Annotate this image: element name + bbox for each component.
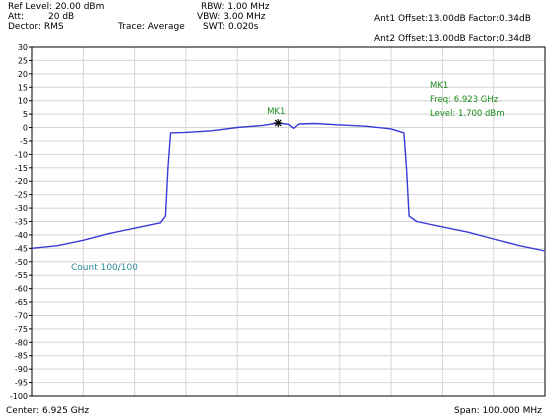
y-tick-label: -100 [10, 392, 28, 401]
rbw-label: RBW: 1.00 MHz [201, 2, 270, 12]
y-tick-label: -55 [15, 271, 28, 280]
y-tick-label: -65 [15, 298, 28, 307]
y-tick-label: -25 [15, 191, 28, 200]
plot-grid [31, 46, 546, 397]
ant1-offset-label: Ant1 Offset:13.00dB Factor:0.34dB [374, 14, 531, 24]
span-label: Span: 100.000 MHz [454, 406, 542, 416]
marker-group[interactable]: MK1 [267, 107, 285, 127]
y-tick-label: 30 [18, 43, 28, 52]
marker-info-freq: Freq: 6.923 GHz [430, 95, 499, 105]
y-tick-label: -40 [15, 231, 28, 240]
ref-level-label: Ref Level: 20.00 dBm [8, 2, 105, 12]
trace-mode-label: Trace: Average [118, 22, 185, 32]
y-tick-label: 25 [18, 56, 28, 65]
y-tick-label: 0 [23, 124, 28, 133]
y-tick-label: -50 [15, 258, 28, 267]
marker-info-level: Level: 1.700 dBm [430, 109, 505, 119]
y-tick-label: -35 [15, 218, 28, 227]
y-tick-label: -5 [20, 137, 28, 146]
detector-label: Dector: RMS [8, 22, 64, 32]
y-tick-label: -60 [15, 285, 28, 294]
y-tick-label: 10 [18, 97, 28, 106]
y-tick-label: -95 [15, 379, 28, 388]
y-tick-label: -75 [15, 325, 28, 334]
y-tick-label: 5 [23, 110, 28, 119]
y-tick-label: -80 [15, 338, 28, 347]
marker-label: MK1 [267, 107, 285, 117]
ant2-offset-label: Ant2 Offset:13.00dB Factor:0.34dB [374, 34, 531, 44]
y-tick-label: 15 [18, 83, 28, 92]
y-axis: 30 25 20 15 10 5 0 -5 -10 -15 -20 -25 -30 -35 -40 -45 -5… [10, 43, 32, 401]
att-value: 20 dB [48, 12, 75, 22]
y-tick-label: -45 [15, 244, 28, 253]
y-tick-label: -85 [15, 352, 28, 361]
y-tick-label: -20 [15, 177, 28, 186]
vbw-label: VBW: 3.00 MHz [197, 12, 266, 22]
marker-info-title: MK1 [430, 81, 448, 91]
sweep-time-label: SWT: 0.020s [203, 22, 259, 32]
center-frequency-label: Center: 6.925 GHz [6, 406, 90, 416]
y-tick-label: -30 [15, 204, 28, 213]
y-tick-label: 20 [18, 70, 28, 79]
y-tick-label: -15 [15, 164, 28, 173]
y-tick-label: -10 [15, 150, 28, 159]
count-label: Count 100/100 [71, 263, 138, 273]
y-tick-label: -90 [15, 365, 28, 374]
spectrum-trace [31, 122, 546, 252]
y-tick-label: -70 [15, 311, 28, 320]
marker-star-icon[interactable] [274, 118, 283, 127]
att-label: Att: [8, 12, 25, 22]
